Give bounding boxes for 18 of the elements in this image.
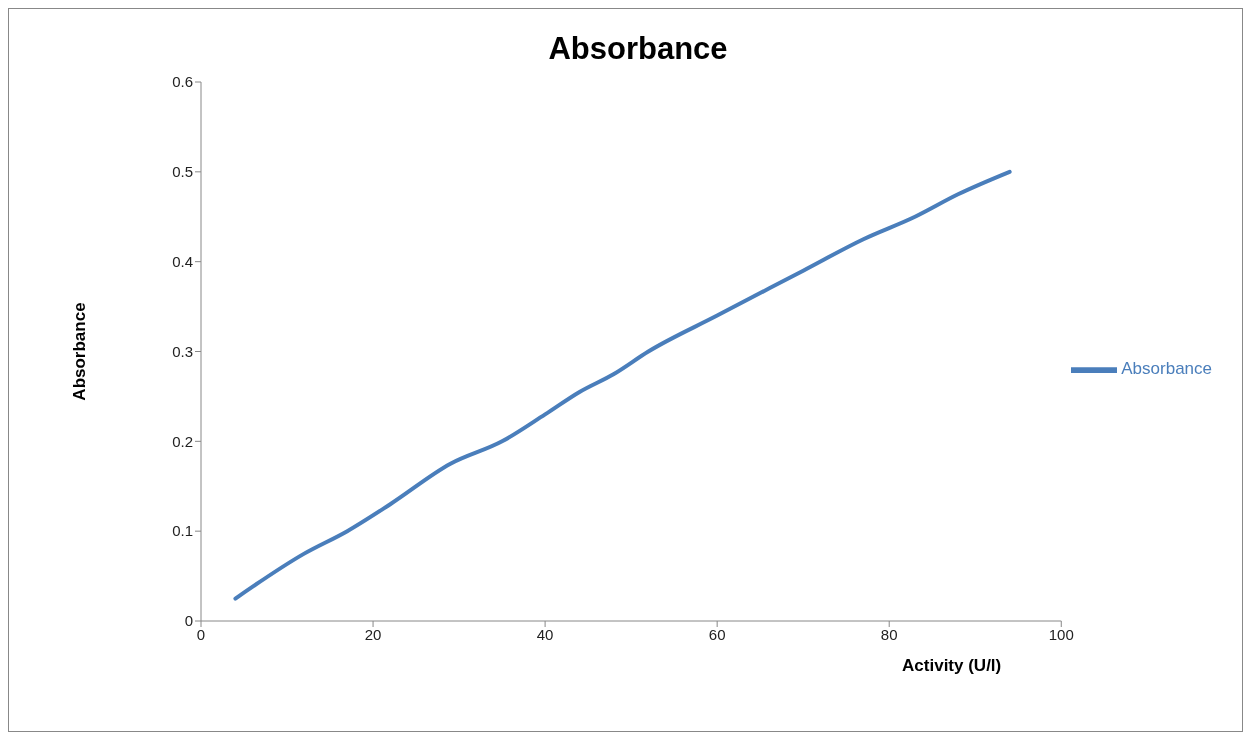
y-tick-label: 0.3 <box>172 342 193 360</box>
x-axis-title: Activity (U/l) <box>902 656 1002 675</box>
y-tick-label: 0 <box>184 612 193 630</box>
x-tick-label: 80 <box>880 625 898 643</box>
y-tick-label: 0.4 <box>172 252 193 270</box>
y-tick-label: 0.2 <box>172 432 193 450</box>
x-tick-label: 20 <box>364 625 382 643</box>
legend-label: Absorbance <box>1121 359 1212 379</box>
y-tick-label: 0.1 <box>172 522 193 540</box>
x-tick-label: 100 <box>1048 625 1074 643</box>
x-tick-label: 40 <box>536 625 554 643</box>
y-axis-title: Absorbance <box>70 302 90 401</box>
x-tick-label: 0 <box>196 625 206 643</box>
y-tick-label: 0.6 <box>172 73 193 91</box>
y-tick-label: 0.5 <box>172 163 193 181</box>
chart-title: Absorbance <box>547 31 729 67</box>
x-tick-label: 60 <box>708 625 726 643</box>
line-series <box>233 169 1012 601</box>
